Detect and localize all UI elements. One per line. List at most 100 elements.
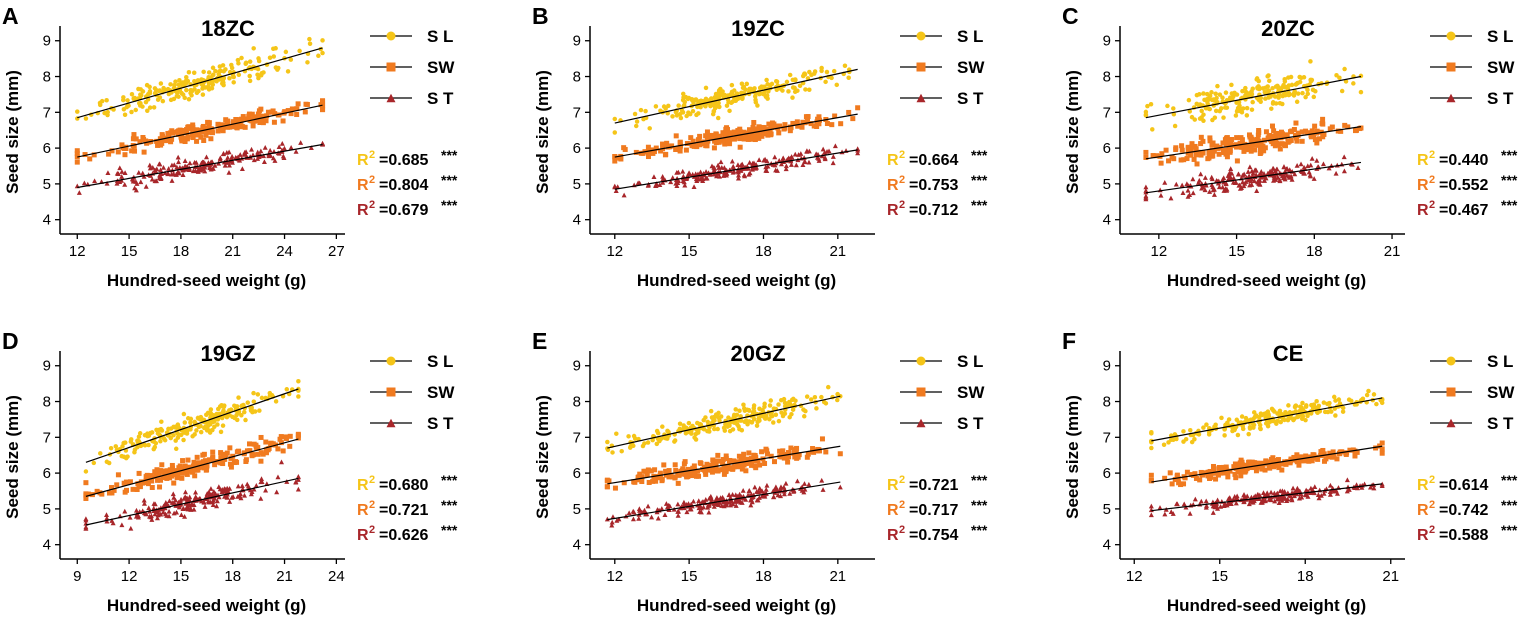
point-st bbox=[229, 159, 235, 165]
point-sw bbox=[111, 487, 117, 493]
point-sw bbox=[1262, 145, 1268, 151]
x-tick-label: 15 bbox=[121, 243, 138, 260]
legend-label: S L bbox=[1487, 27, 1513, 46]
point-st bbox=[138, 179, 144, 185]
point-st bbox=[122, 170, 128, 176]
point-sl bbox=[196, 424, 202, 430]
point-sl bbox=[711, 416, 716, 422]
point-sw bbox=[1379, 446, 1385, 452]
point-sl bbox=[754, 423, 760, 428]
point-st bbox=[280, 153, 286, 159]
point-st bbox=[735, 162, 741, 168]
legend-label: SW bbox=[957, 58, 985, 77]
point-st bbox=[253, 482, 259, 488]
y-tick-label: 5 bbox=[573, 176, 581, 193]
point-sl bbox=[681, 423, 686, 428]
point-sl bbox=[1204, 97, 1210, 102]
r2-superscript: 2 bbox=[369, 474, 375, 486]
point-st bbox=[171, 162, 177, 167]
point-sw bbox=[717, 134, 723, 140]
point-sw bbox=[755, 458, 761, 464]
point-sw bbox=[832, 113, 838, 119]
point-sl bbox=[1234, 417, 1240, 423]
r2-superscript: 2 bbox=[899, 149, 905, 161]
point-sw bbox=[140, 480, 146, 486]
point-sw bbox=[1225, 474, 1231, 480]
point-sw bbox=[249, 453, 255, 459]
point-st bbox=[747, 159, 753, 165]
point-sw bbox=[1198, 141, 1204, 147]
y-axis-label: Seed size (mm) bbox=[1063, 395, 1082, 519]
point-sw bbox=[1247, 134, 1253, 140]
point-sw bbox=[735, 128, 741, 134]
point-st bbox=[1241, 183, 1247, 189]
point-st bbox=[675, 508, 681, 514]
point-sl bbox=[108, 445, 114, 451]
point-sw bbox=[794, 445, 800, 451]
point-sl bbox=[737, 426, 742, 432]
legend-label: SW bbox=[427, 58, 455, 77]
point-sw bbox=[759, 133, 765, 139]
point-st bbox=[789, 154, 795, 159]
point-sw bbox=[167, 467, 173, 473]
legend-label: S T bbox=[1487, 414, 1514, 433]
point-st bbox=[748, 502, 754, 508]
point-sw bbox=[1233, 475, 1239, 481]
point-sw bbox=[777, 448, 783, 454]
y-axis-label: Seed size (mm) bbox=[533, 70, 552, 194]
point-sw bbox=[1292, 132, 1298, 138]
legend-label: S L bbox=[957, 27, 983, 46]
point-sl bbox=[104, 98, 109, 103]
point-sw bbox=[725, 463, 731, 469]
y-tick-label: 6 bbox=[43, 140, 51, 157]
point-st bbox=[176, 159, 182, 165]
point-st bbox=[680, 168, 686, 174]
point-sl bbox=[1171, 437, 1176, 443]
point-sw bbox=[155, 477, 161, 483]
point-sw bbox=[766, 130, 772, 136]
point-sl bbox=[1322, 409, 1328, 415]
point-st bbox=[1143, 188, 1149, 193]
point-sl bbox=[1364, 392, 1370, 398]
y-tick-label: 8 bbox=[1103, 394, 1111, 411]
point-st bbox=[775, 492, 781, 498]
point-sw bbox=[653, 145, 659, 151]
point-st bbox=[1211, 192, 1217, 197]
point-sl bbox=[681, 102, 687, 108]
r2-value-st: =0.712 bbox=[909, 202, 958, 219]
point-sl bbox=[726, 99, 731, 105]
point-sw bbox=[604, 478, 610, 484]
point-st bbox=[1190, 190, 1196, 196]
point-sl bbox=[241, 402, 246, 408]
point-sw bbox=[1210, 463, 1216, 469]
point-sw bbox=[768, 453, 774, 459]
point-sl bbox=[247, 73, 252, 79]
point-st bbox=[249, 146, 255, 152]
point-sl bbox=[161, 85, 166, 91]
point-st bbox=[1203, 498, 1209, 504]
point-sl bbox=[680, 97, 686, 103]
point-sw bbox=[140, 135, 146, 141]
x-tick-label: 21 bbox=[829, 568, 846, 585]
r2-superscript: 2 bbox=[1429, 199, 1435, 211]
point-sl bbox=[284, 387, 290, 392]
point-st bbox=[166, 508, 172, 514]
point-st bbox=[267, 147, 273, 153]
point-st bbox=[1354, 485, 1360, 491]
panel-letter: C bbox=[1062, 3, 1079, 29]
point-st bbox=[222, 162, 228, 168]
point-sl bbox=[235, 57, 241, 63]
point-st bbox=[637, 508, 643, 513]
point-st bbox=[830, 154, 836, 159]
point-st bbox=[756, 495, 762, 500]
point-sl bbox=[819, 65, 824, 71]
point-sw bbox=[201, 125, 207, 131]
point-st bbox=[1220, 184, 1226, 190]
point-sl bbox=[1226, 417, 1232, 422]
point-sl bbox=[276, 65, 281, 71]
point-sw bbox=[1253, 468, 1259, 474]
significance-stars: *** bbox=[1501, 172, 1518, 188]
point-st bbox=[1253, 172, 1259, 177]
point-sl bbox=[152, 90, 158, 96]
point-sw bbox=[294, 106, 300, 112]
